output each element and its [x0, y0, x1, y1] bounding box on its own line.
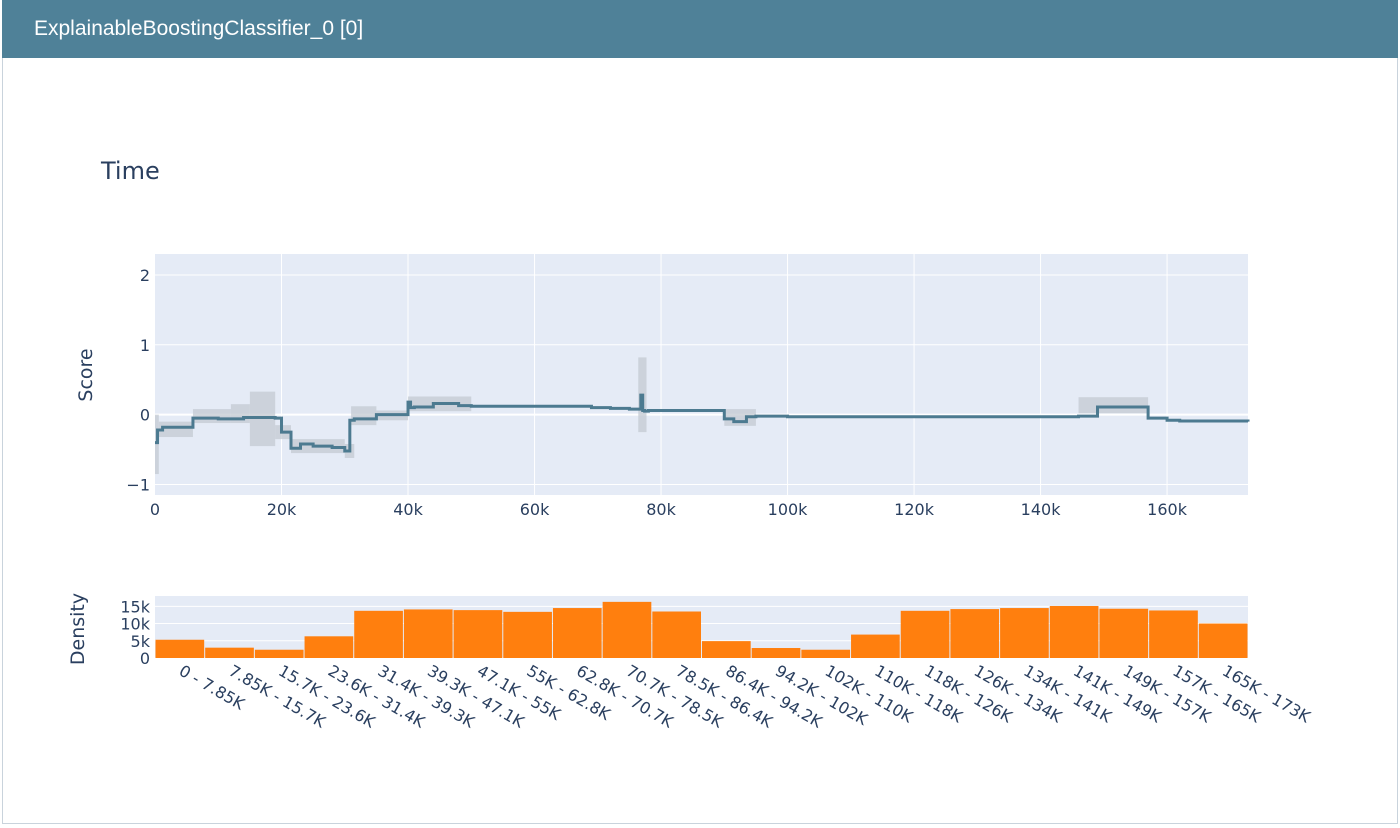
density-bar	[851, 634, 900, 658]
score-axis-title: Score	[75, 348, 97, 401]
score-x-tick-label: 140k	[1021, 500, 1062, 519]
score-confidence-band	[351, 406, 377, 426]
score-y-tick-label: 1	[140, 336, 150, 355]
score-plot-area	[155, 254, 1248, 495]
charts-svg: Time 0 20k 40k 60k 80k 100k 120k 140k 160k −1012…	[67, 157, 1314, 732]
score-y-tick-label: 2	[140, 266, 150, 285]
density-y-tick-label: 0	[140, 649, 150, 668]
score-x-tick-label: 160k	[1147, 500, 1188, 519]
density-bar	[304, 636, 354, 658]
score-line	[155, 393, 1250, 453]
score-x-tick-label: 20k	[267, 500, 297, 519]
density-bar	[354, 610, 403, 658]
density-y-tick-label: 15k	[120, 597, 150, 616]
density-bar	[155, 639, 205, 658]
density-bar	[950, 609, 1000, 658]
score-x-tick-label: 120k	[894, 500, 935, 519]
density-bar	[453, 610, 503, 658]
window-title: ExplainableBoostingClassifier_0 [0]	[34, 17, 364, 40]
density-bar	[1000, 608, 1049, 658]
score-confidence-band	[724, 409, 756, 426]
score-x-tick-label: 40k	[393, 500, 423, 519]
density-y-tick-label: 5k	[131, 632, 151, 651]
score-confidence-band	[155, 414, 159, 475]
score-y-tick-label: 0	[140, 406, 150, 425]
chart-title: Time	[100, 157, 160, 185]
density-bar	[1049, 605, 1099, 658]
score-x-ticks: 0 20k 40k 60k 80k 100k 120k 140k 160k	[150, 500, 1188, 519]
density-bars	[155, 601, 1248, 658]
density-y-tick-label: 10k	[120, 615, 150, 634]
score-y-ticks: −1 0 1 2	[126, 266, 150, 495]
density-bar	[1149, 610, 1198, 658]
density-bar	[602, 601, 652, 658]
density-bar	[652, 611, 701, 658]
score-confidence-band	[192, 409, 231, 424]
density-bar	[751, 648, 801, 658]
density-bar	[1198, 623, 1248, 658]
score-confidence-band	[1078, 397, 1149, 414]
density-bar	[403, 609, 453, 658]
density-bar	[254, 649, 304, 658]
score-x-tick-label: 100k	[768, 500, 809, 519]
score-x-tick-label: 60k	[520, 500, 550, 519]
density-axis-title: Density	[67, 593, 89, 665]
density-bar	[801, 649, 851, 658]
score-grid	[155, 254, 1248, 495]
score-y-tick-label: −1	[126, 476, 150, 495]
score-x-tick-label: 80k	[646, 500, 676, 519]
score-confidence-bands	[155, 357, 1149, 475]
density-bar	[900, 610, 950, 658]
window-header: ExplainableBoostingClassifier_0 [0]	[2, 0, 1398, 58]
density-bar	[702, 641, 751, 658]
score-confidence-band	[158, 421, 193, 438]
density-bar	[1099, 608, 1149, 658]
density-bar	[503, 611, 552, 658]
density-bar	[552, 608, 602, 658]
chart-panel: Time 0 20k 40k 60k 80k 100k 120k 140k 160k −1 0 1 2…	[2, 58, 1398, 824]
score-x-tick-label: 0	[150, 500, 160, 519]
density-bar	[205, 647, 254, 658]
